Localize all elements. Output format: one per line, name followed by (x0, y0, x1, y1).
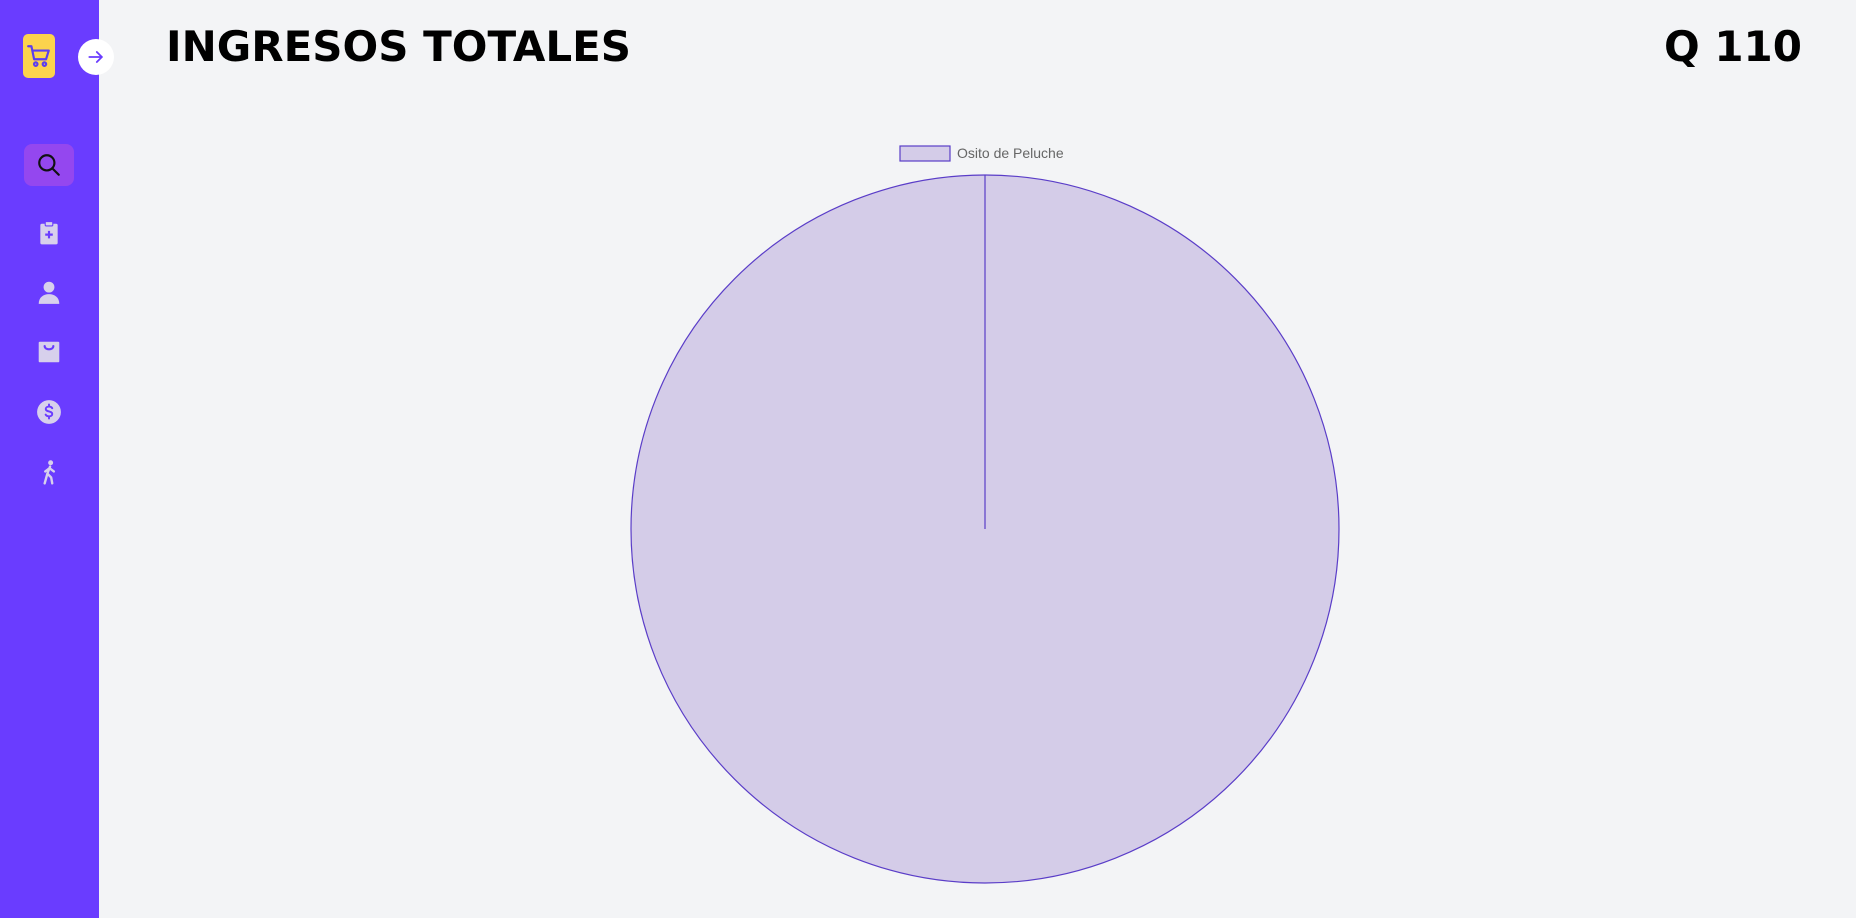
legend-label[interactable]: Osito de Peluche (957, 145, 1064, 161)
clipboard-plus-icon (40, 221, 58, 245)
sidebar-item-logout[interactable] (24, 451, 74, 493)
sidebar-toggle-button[interactable] (78, 39, 114, 75)
income-pie-chart: Osito de Peluche (630, 145, 1340, 884)
chart-legend: Osito de Peluche (899, 145, 1064, 162)
sidebar-item-search[interactable] (24, 144, 74, 186)
total-income-value: Q 110 (1664, 22, 1802, 71)
sidebar-item-clipboard[interactable] (24, 212, 74, 254)
walking-person-icon (43, 460, 56, 485)
arrow-right-icon (88, 51, 103, 63)
pie-slices (630, 174, 1340, 884)
shopping-cart-icon (27, 45, 50, 67)
legend-swatch[interactable] (899, 145, 951, 162)
sidebar-item-users[interactable] (24, 271, 74, 313)
search-icon (38, 154, 60, 176)
shopping-bag-icon (38, 341, 60, 363)
sidebar (0, 0, 99, 918)
sidebar-item-products[interactable] (24, 331, 74, 373)
app-logo[interactable] (23, 34, 55, 78)
dollar-circle-icon (37, 400, 61, 424)
main-content: INGRESOS TOTALES Q 110 Osito de Peluche (99, 0, 1856, 918)
sidebar-item-income[interactable] (24, 391, 74, 433)
page-title: INGRESOS TOTALES (166, 22, 632, 71)
user-icon (38, 281, 60, 304)
